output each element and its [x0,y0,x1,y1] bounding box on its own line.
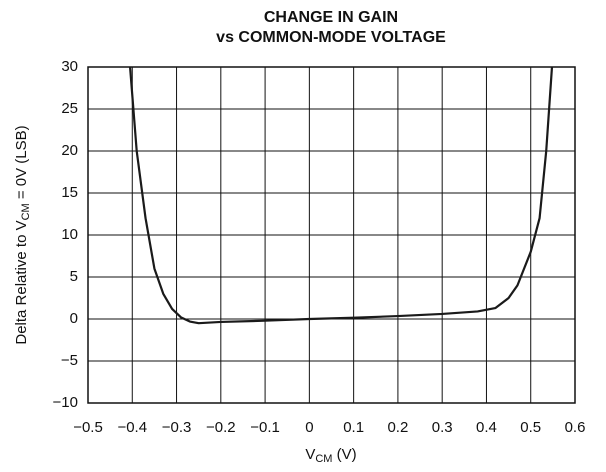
x-tick-label: −0.3 [162,419,192,436]
y-tick-label: 5 [70,268,78,285]
x-tick-label: 0.6 [565,419,586,436]
x-tick-label: −0.4 [117,419,147,436]
x-tick-label: 0.2 [387,419,408,436]
y-tick-label: 25 [61,100,78,117]
chart-title: CHANGE IN GAIN [264,9,398,26]
label-subscript: CM [315,453,332,465]
y-tick-label: 30 [61,58,78,75]
label-part: = 0V (LSB) [13,125,30,203]
y-tick-label: −5 [61,352,78,369]
label-part: (V) [332,446,356,463]
label-part: V [305,446,315,463]
y-tick-label: 20 [61,142,78,159]
x-tick-label: −0.1 [250,419,280,436]
label-subscript: CM [20,203,32,220]
plot-frame [87,66,576,404]
data-line [128,66,554,325]
y-tick-label: −10 [53,394,78,411]
x-tick-label: 0 [305,419,313,436]
y-tick-label: 10 [61,226,78,243]
label-part: Delta Relative to V [13,220,30,344]
x-axis-label: VCM (V) [305,446,356,465]
x-tick-label: 0.4 [476,419,497,436]
x-tick-label: 0.1 [343,419,364,436]
x-tick-label: −0.5 [73,419,103,436]
x-tick-label: −0.2 [206,419,236,436]
y-tick-label: 15 [61,184,78,201]
y-axis-label: Delta Relative to VCM = 0V (LSB) [13,125,32,344]
x-tick-label: 0.3 [432,419,453,436]
y-tick-label: 0 [70,310,78,327]
chart-title: vs COMMON-MODE VOLTAGE [216,29,446,46]
x-tick-label: 0.5 [520,419,541,436]
